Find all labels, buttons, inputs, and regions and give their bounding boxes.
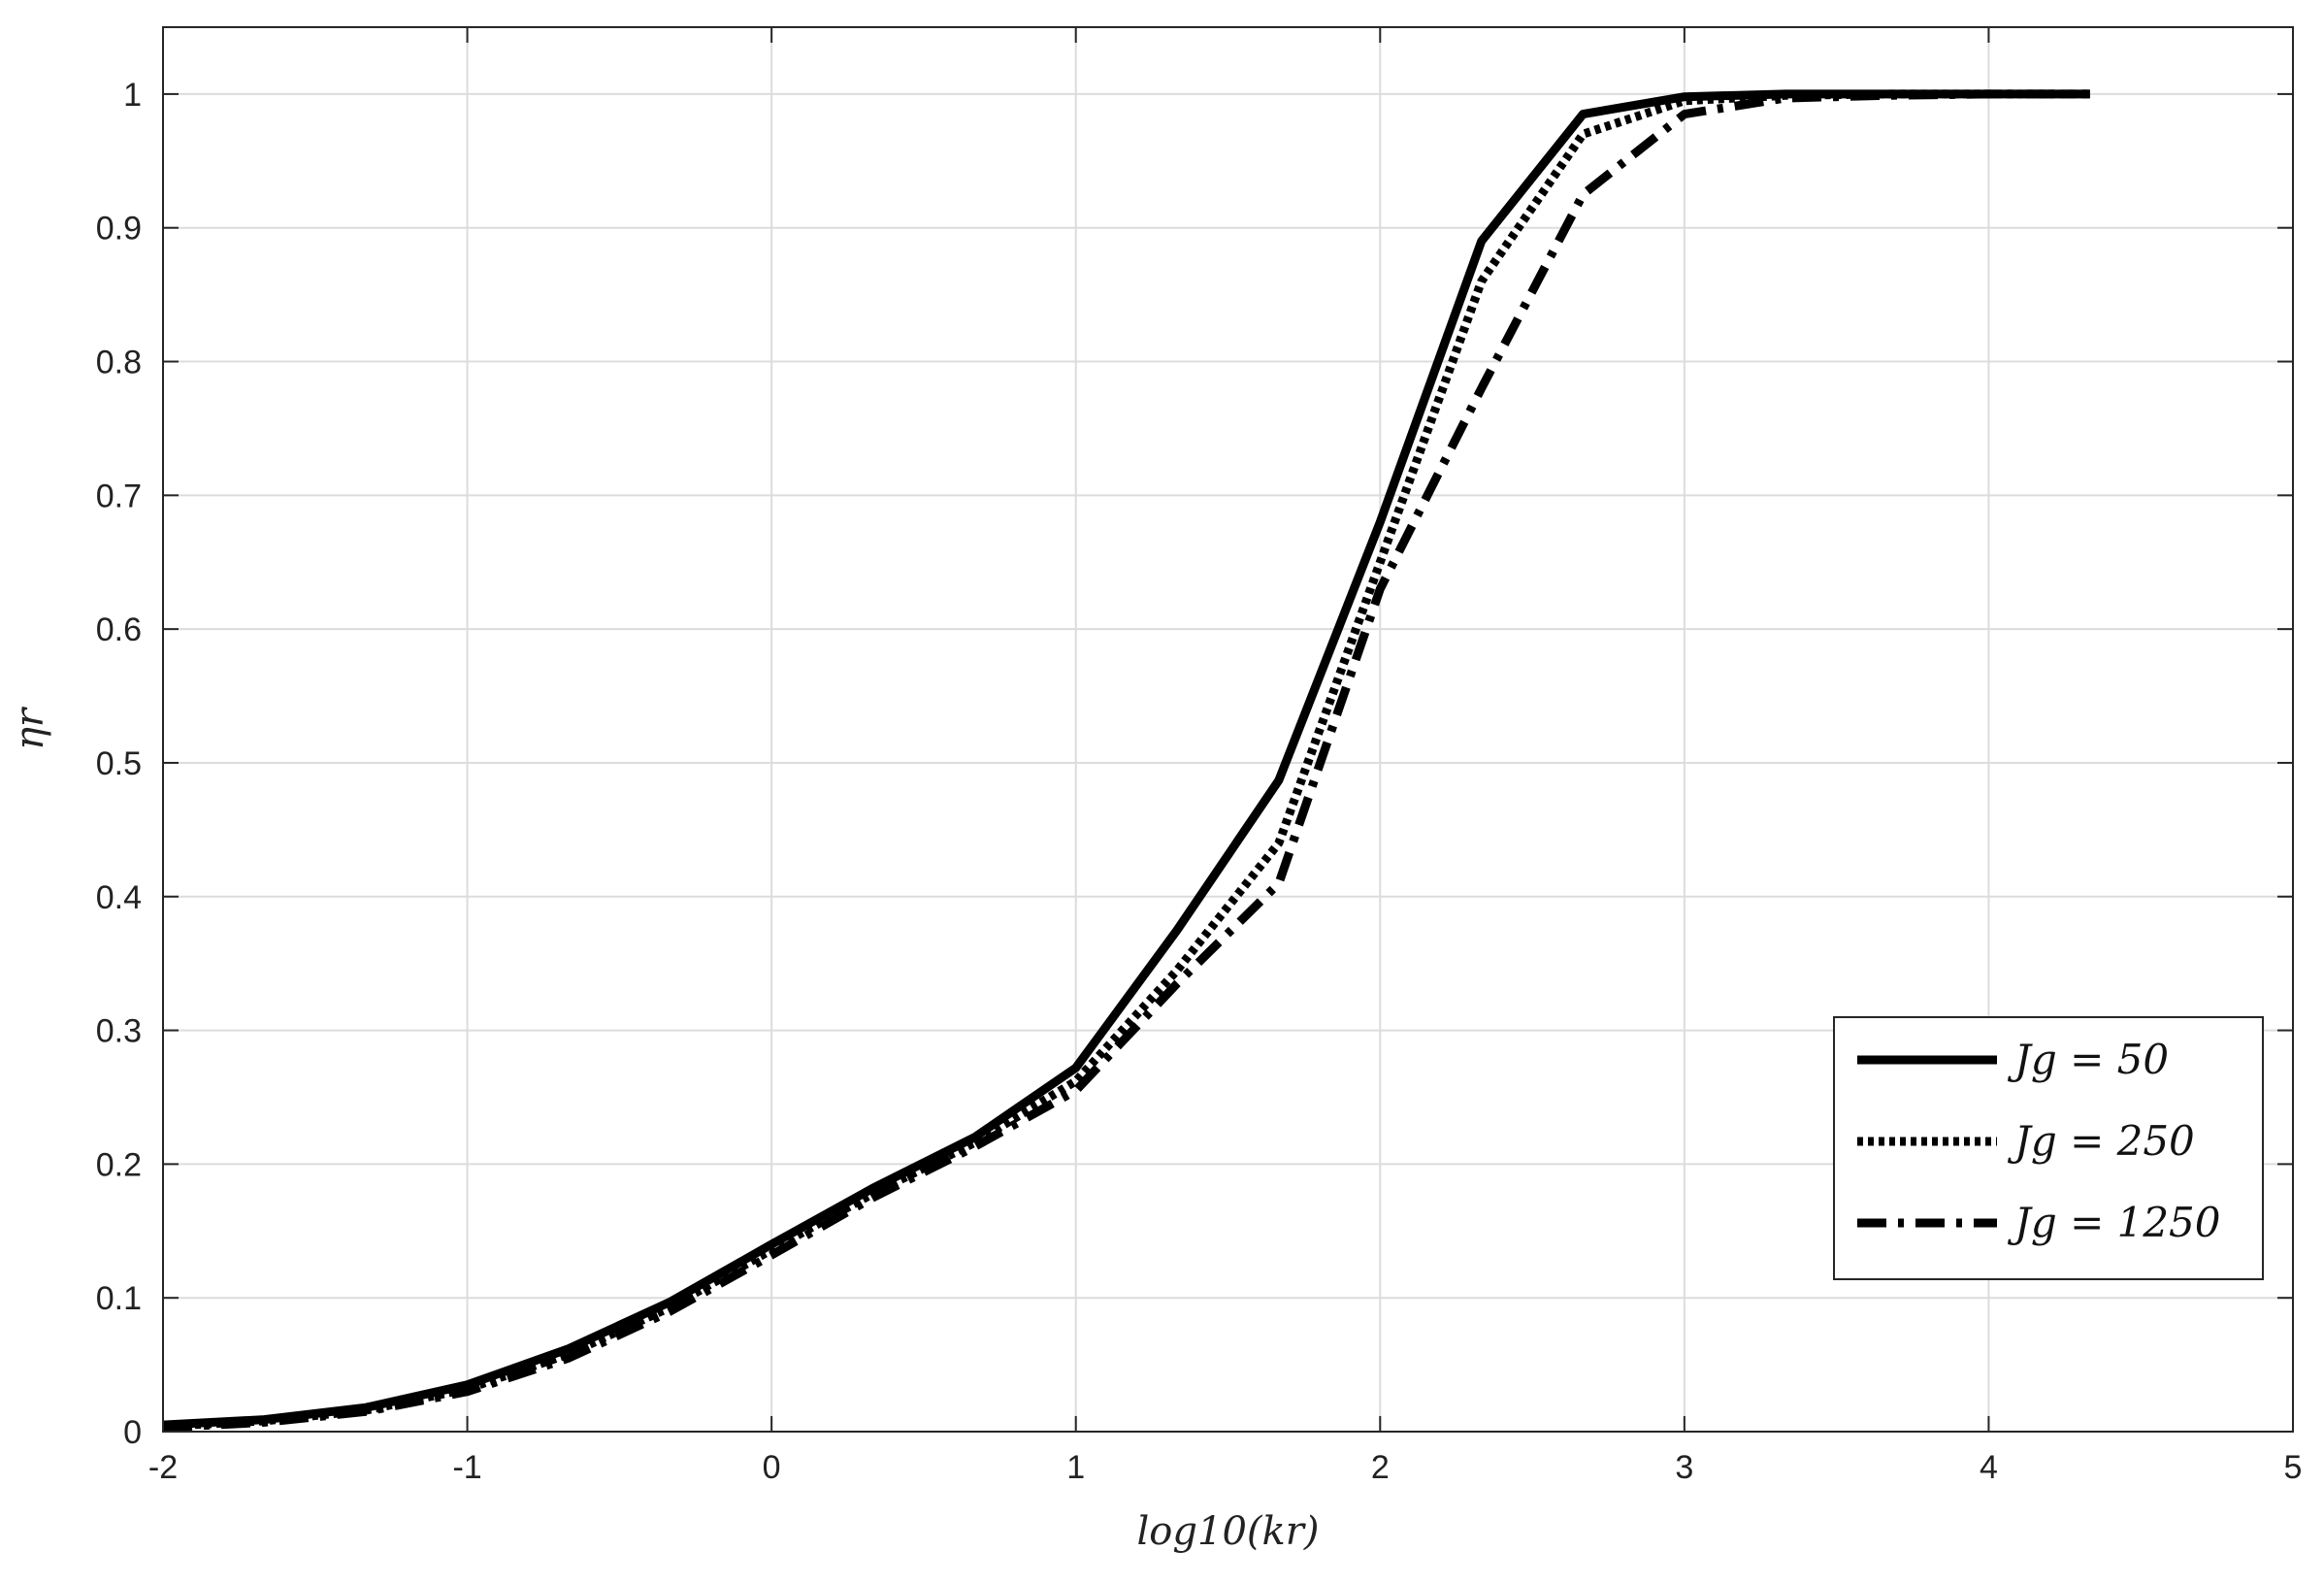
y-axis-label: ηr xyxy=(8,706,52,750)
y-tick-label: 0.9 xyxy=(96,211,142,248)
x-tick-label: 1 xyxy=(1066,1449,1085,1486)
y-tick-label: 0.4 xyxy=(96,879,142,916)
series-line-2 xyxy=(162,89,2090,1431)
legend-items: Jg = 50 Jg = 250 Jg = 1250 xyxy=(1857,1036,2221,1246)
y-tick-labels: 0 0.1 0.2 0.3 0.4 0.5 0.6 0.7 0.8 0.9 1 xyxy=(96,77,142,1451)
legend-label-2: Jg = 250 xyxy=(2007,1117,2195,1165)
x-tick-label: 3 xyxy=(1675,1449,1693,1486)
x-axis-label: log10(kr) xyxy=(1137,1509,1320,1554)
x-tick-label: 0 xyxy=(763,1449,781,1486)
legend-label-1: Jg = 50 xyxy=(2007,1036,2169,1083)
y-tick-label: 0.6 xyxy=(96,611,142,648)
x-tick-labels: -2 -1 0 1 2 3 4 5 xyxy=(148,1449,2303,1486)
y-tick-label: 0.7 xyxy=(96,478,142,514)
series-group xyxy=(162,89,2090,1433)
plot-frame xyxy=(162,26,2294,1433)
y-tick-label: 1 xyxy=(123,77,142,114)
x-tick-label: -2 xyxy=(148,1449,178,1486)
x-tick-label: 4 xyxy=(1980,1449,1998,1486)
x-tick-label: 5 xyxy=(2284,1449,2303,1486)
series-line-3 xyxy=(162,89,2090,1433)
grid xyxy=(162,27,2294,1433)
y-tick-label: 0.8 xyxy=(96,345,142,381)
legend: Jg = 50 Jg = 250 Jg = 1250 xyxy=(1833,1016,2264,1280)
y-tick-label: 0.3 xyxy=(96,1013,142,1050)
y-tick-label: 0.1 xyxy=(96,1280,142,1317)
x-tick-label: -1 xyxy=(452,1449,481,1486)
series-line-1 xyxy=(162,89,2090,1430)
x-tick-label: 2 xyxy=(1371,1449,1390,1486)
axis-ticks xyxy=(162,27,2294,1433)
y-tick-label: 0.5 xyxy=(96,745,142,782)
legend-label-3: Jg = 1250 xyxy=(2007,1199,2221,1246)
y-tick-label: 0 xyxy=(123,1414,142,1451)
y-tick-label: 0.2 xyxy=(96,1146,142,1183)
